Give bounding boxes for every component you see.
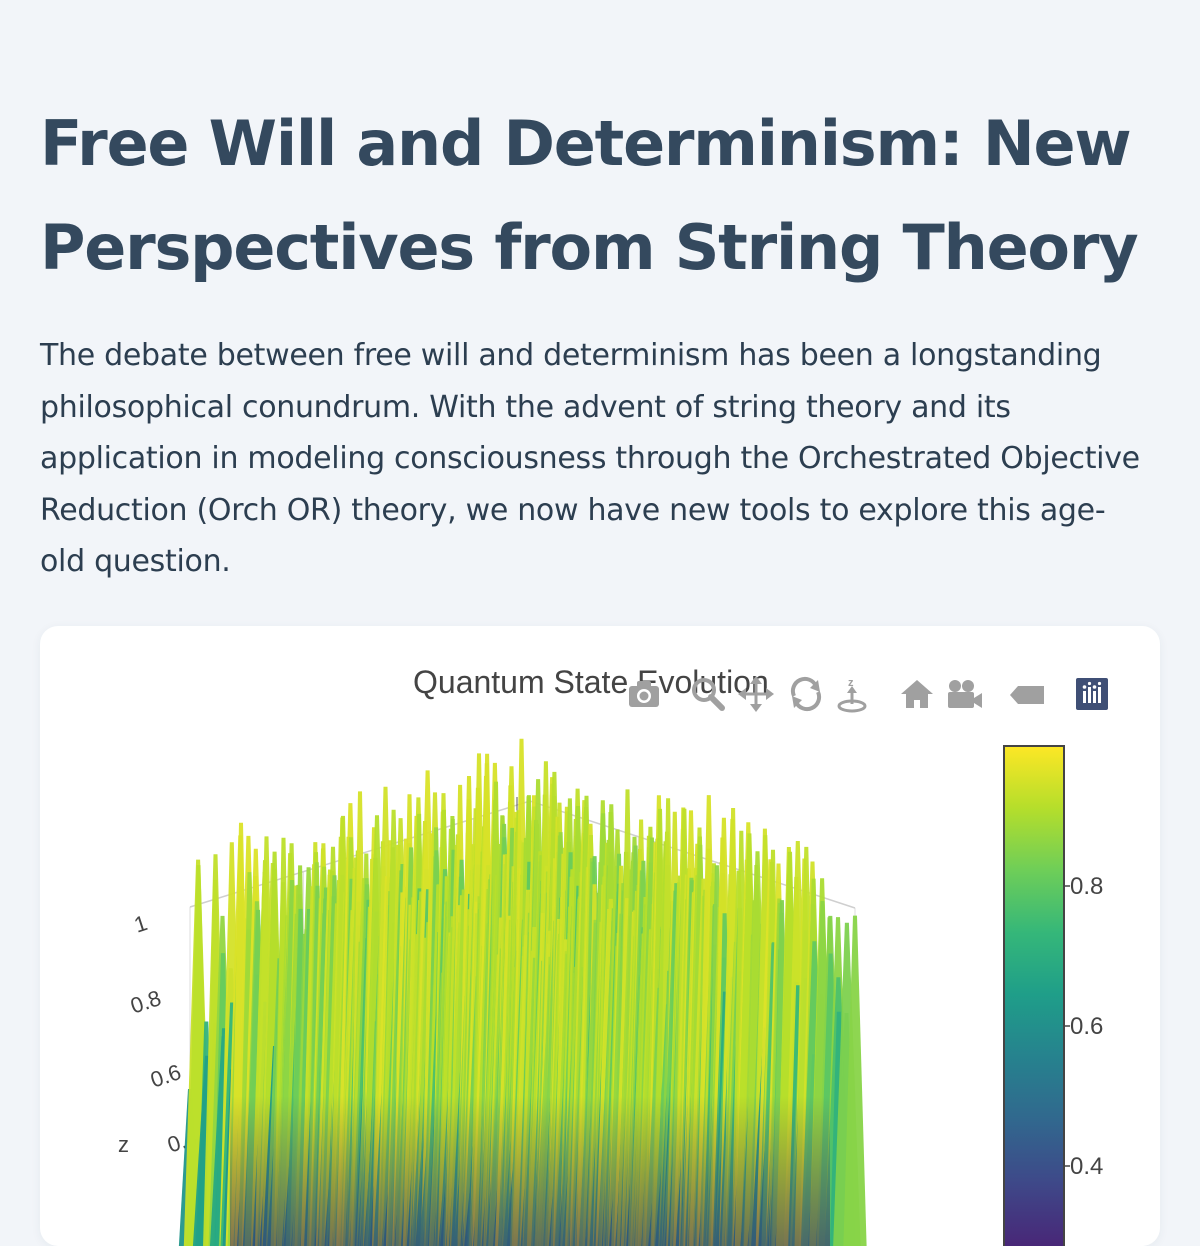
page-title: Free Will and Determinism: New Perspecti… — [40, 92, 1140, 300]
surface-shading — [230, 1096, 830, 1246]
colorbar-tick-label: 0.6 — [1070, 1013, 1103, 1040]
camera-icon[interactable] — [626, 678, 662, 710]
intro-paragraph: The debate between free will and determi… — [40, 330, 1150, 588]
colorbar-tick-label: 0.4 — [1070, 1153, 1103, 1180]
turntable-rotate-icon[interactable]: z — [836, 674, 872, 714]
z-axis-label: z — [118, 1132, 129, 1157]
z-tick-label: 0.8 — [127, 985, 164, 1018]
z-tick-label: 0.6 — [147, 1059, 184, 1092]
zoom-icon[interactable] — [690, 676, 726, 712]
camera-video-icon[interactable] — [946, 678, 982, 710]
plotly-logo-icon[interactable] — [1076, 678, 1108, 710]
orbit-rotate-icon[interactable] — [788, 676, 824, 712]
z-tick-label: 1 — [131, 910, 150, 938]
svg-text:z: z — [848, 677, 854, 689]
colorbar — [1004, 746, 1064, 1246]
chart-card: 0.80.60.410.80.60.40.2z Quantum State Ev… — [40, 626, 1160, 1246]
hover-tag-icon[interactable] — [1010, 684, 1046, 706]
colorbar-tick-label: 0.8 — [1070, 873, 1103, 900]
home-icon[interactable] — [900, 678, 934, 710]
pan-icon[interactable] — [738, 676, 774, 712]
chart-modebar: z — [40, 626, 1160, 746]
